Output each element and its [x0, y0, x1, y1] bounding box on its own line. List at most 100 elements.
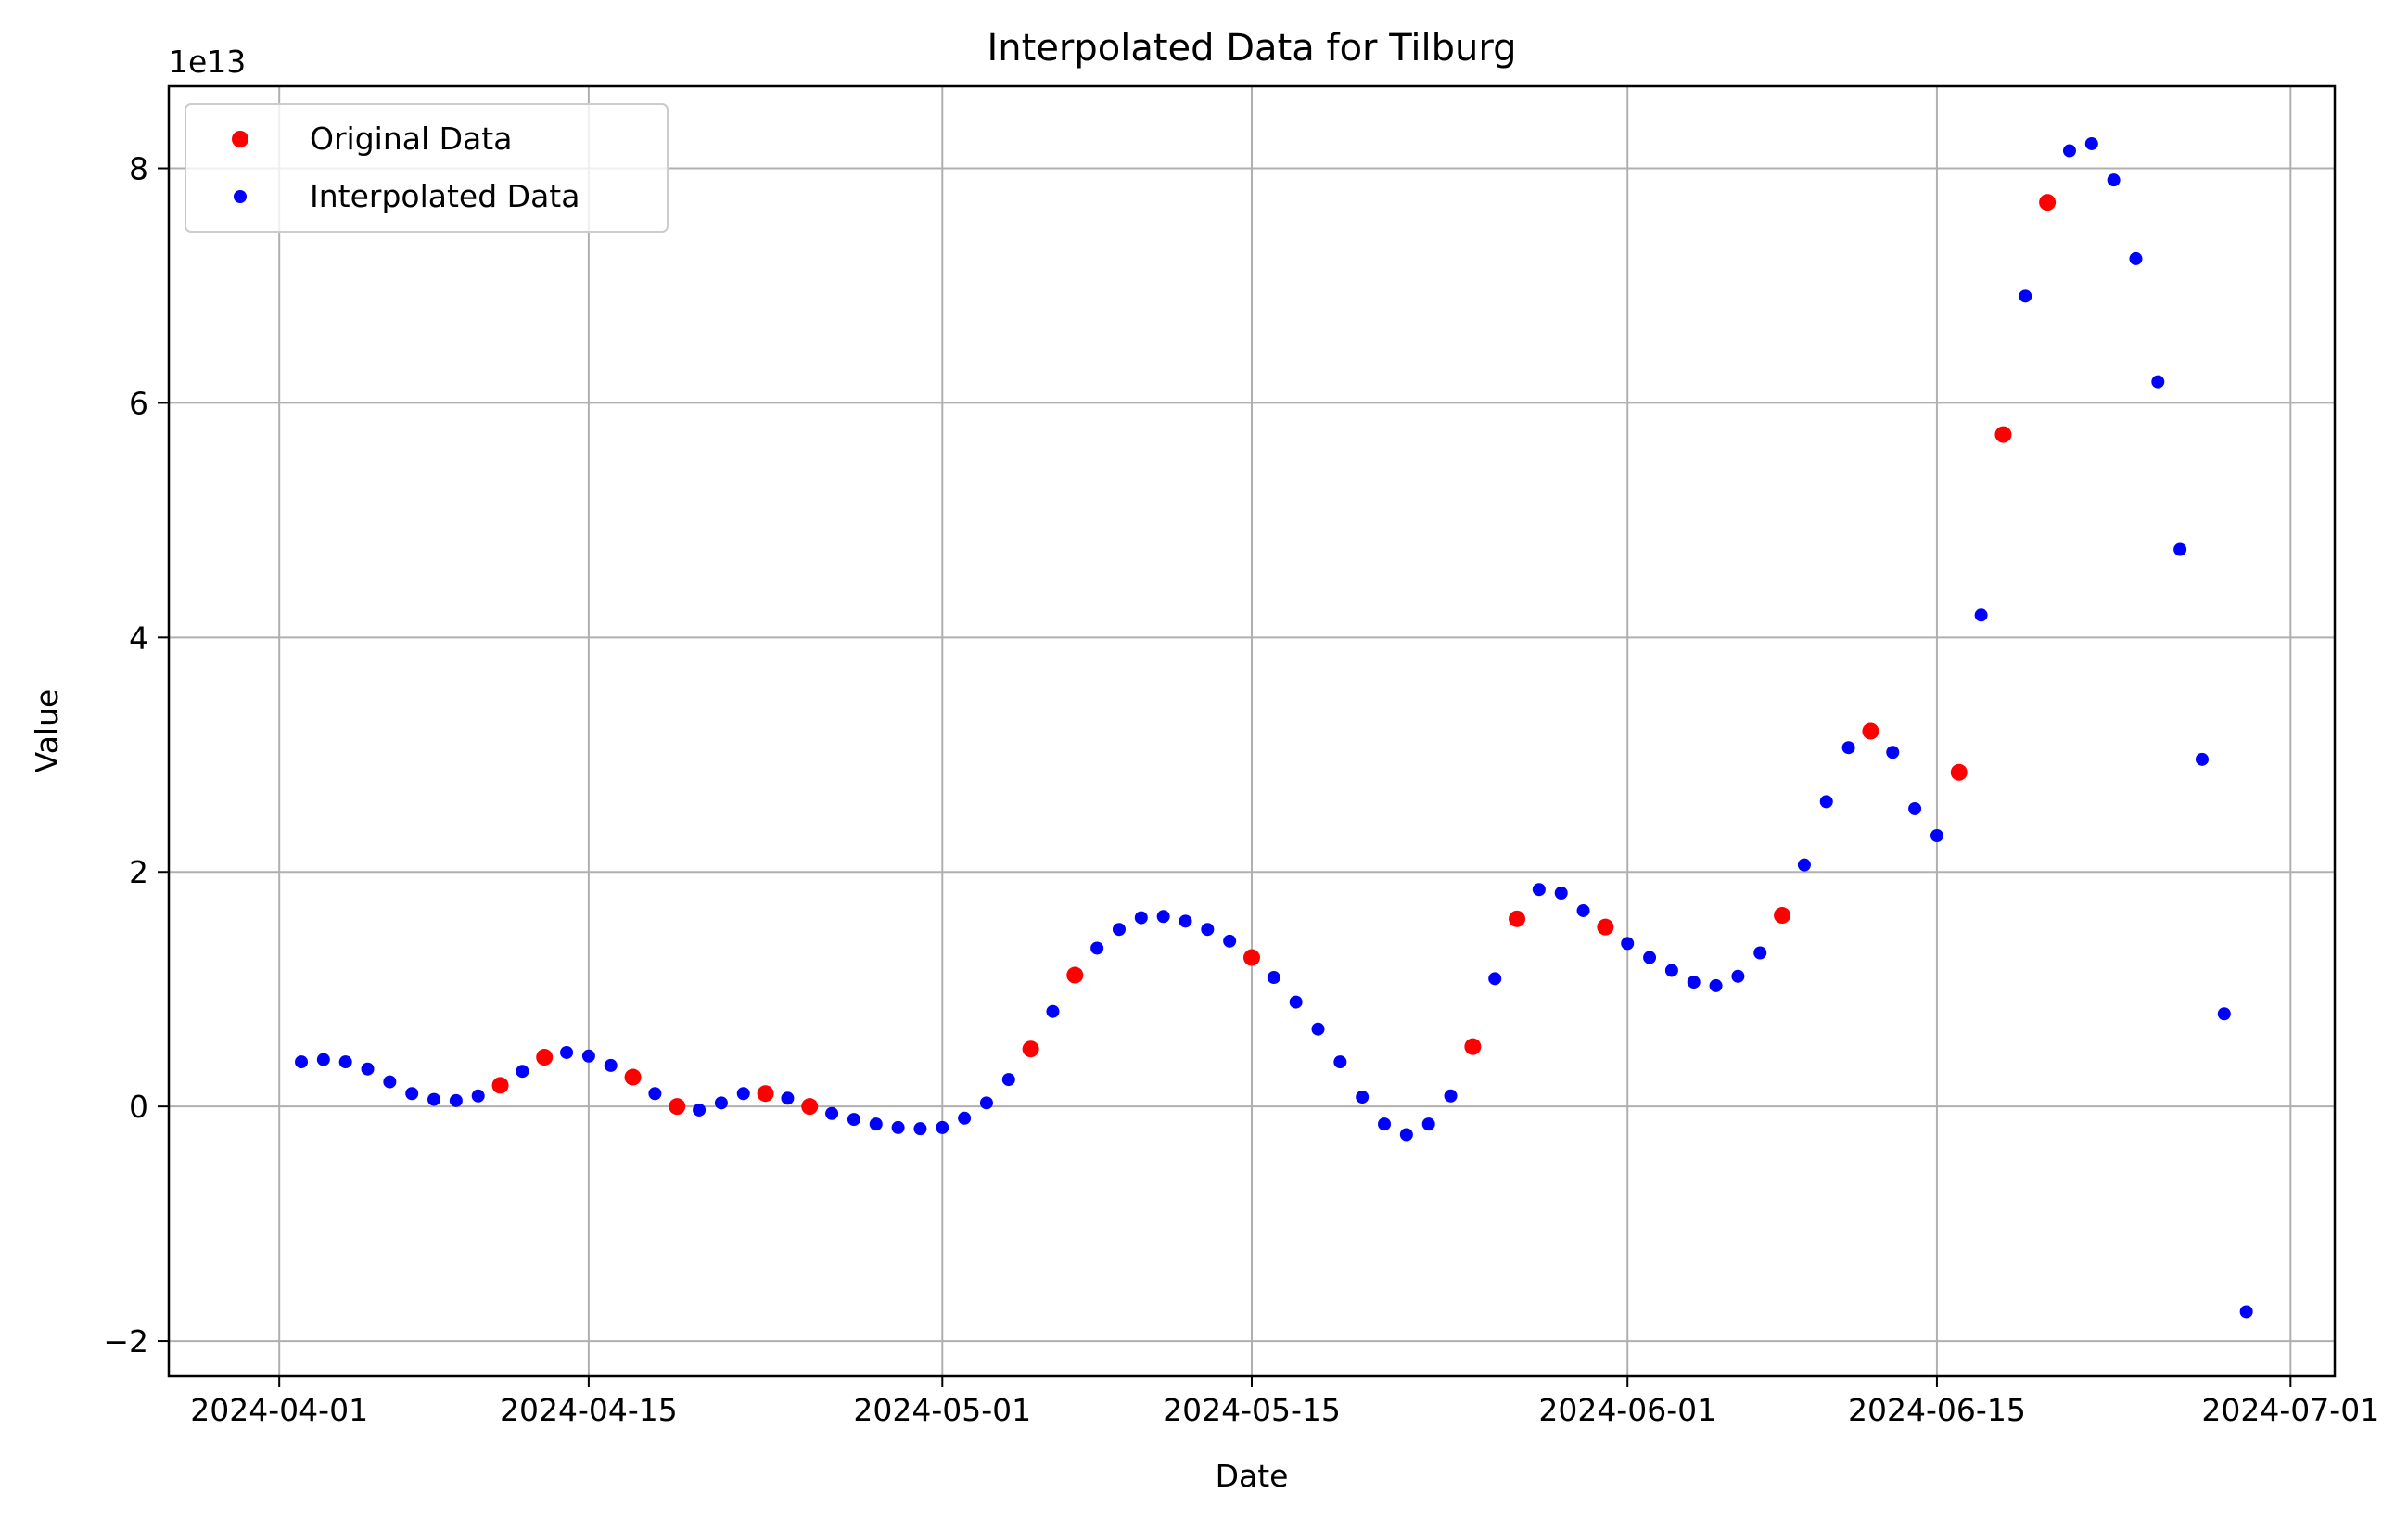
interpolated-data-point: [1311, 1022, 1325, 1036]
interpolated-data-point: [361, 1062, 375, 1076]
interpolated-data-point: [1554, 887, 1568, 900]
interpolated-data-point: [405, 1087, 419, 1101]
original-data-point: [1774, 907, 1791, 925]
y-axis-label: Value: [29, 689, 65, 773]
interpolated-data-point: [427, 1092, 441, 1106]
legend-marker-interpolated: [234, 190, 247, 203]
interpolated-data-point: [1134, 911, 1148, 925]
interpolated-data-point: [1001, 1073, 1015, 1087]
x-tick-label: 2024-04-01: [190, 1392, 368, 1428]
interpolated-data-point: [1576, 903, 1590, 917]
interpolated-data-point: [1709, 978, 1723, 992]
interpolated-data-point: [1687, 976, 1701, 989]
interpolated-data-point: [891, 1120, 905, 1134]
original-data-point: [1243, 949, 1260, 966]
x-tick-label: 2024-05-01: [853, 1392, 1031, 1428]
interpolated-data-point: [2195, 752, 2209, 766]
interpolated-data-point: [1444, 1089, 1458, 1103]
interpolated-data-point: [1643, 951, 1657, 964]
interpolated-data-point: [2107, 173, 2121, 187]
interpolated-data-point: [560, 1045, 574, 1059]
interpolated-data-point: [1532, 883, 1546, 897]
interpolated-data-point: [825, 1106, 839, 1120]
interpolated-data-point: [979, 1096, 993, 1110]
x-axis-ticks: 2024-04-01 2024-04-15 2024-05-01 2024-05-15…: [190, 1376, 2379, 1428]
x-axis-label: Date: [1216, 1458, 1289, 1494]
y-tick-label: 8: [129, 151, 148, 187]
y-tick-label: −2: [103, 1323, 148, 1359]
interpolated-data-point: [1488, 972, 1502, 986]
interpolated-data-point: [449, 1093, 463, 1107]
original-data-point: [757, 1085, 774, 1103]
interpolated-data-point: [2151, 375, 2165, 389]
legend-marker-original: [232, 131, 248, 147]
original-data-point: [1066, 966, 1084, 984]
interpolated-data-point: [1731, 969, 1745, 983]
interpolated-data-point: [936, 1120, 949, 1134]
interpolated-data-point: [714, 1096, 728, 1110]
interpolated-data-point: [383, 1075, 397, 1089]
interpolated-data-point: [1841, 741, 1855, 755]
interpolated-data-point: [1289, 995, 1303, 1009]
legend: Original Data Interpolated Data: [185, 103, 669, 233]
y-tick-label: 4: [129, 619, 148, 656]
interpolated-data-point: [847, 1113, 860, 1127]
x-tick-label: 2024-06-01: [1538, 1392, 1716, 1428]
y-tick-label: 2: [129, 854, 148, 890]
interpolated-data-point: [913, 1122, 927, 1136]
interpolated-data-point: [1797, 858, 1811, 872]
y-tick-label: 0: [129, 1089, 148, 1125]
interpolated-data-point: [2019, 289, 2032, 303]
interpolated-data-point: [1112, 923, 1126, 937]
chart-title: Interpolated Data for Tilburg: [987, 27, 1516, 70]
interpolated-data-point: [736, 1087, 750, 1101]
grid-lines: [169, 86, 2335, 1376]
y-axis-ticks: −2 0 2 4 6 8: [103, 151, 169, 1359]
interpolated-data-point: [1886, 746, 1900, 760]
interpolated-data-point: [1223, 934, 1237, 948]
interpolated-data-point: [1930, 829, 1943, 843]
original-data-point: [491, 1077, 509, 1094]
interpolated-data-point: [295, 1055, 309, 1069]
x-tick-label: 2024-07-01: [2201, 1392, 2379, 1428]
interpolated-data-point: [1399, 1128, 1413, 1142]
interpolated-data-point: [1974, 608, 1988, 622]
interpolated-data-point: [316, 1053, 330, 1066]
original-data-point: [1862, 722, 1879, 740]
interpolated-data-point: [2217, 1007, 2231, 1021]
original-data-point: [1597, 918, 1614, 936]
x-tick-label: 2024-04-15: [500, 1392, 678, 1428]
interpolated-data-point: [1621, 937, 1635, 951]
interpolated-data-point: [516, 1065, 529, 1079]
interpolated-data-point: [648, 1087, 662, 1101]
interpolated-data-point: [2173, 542, 2187, 556]
interpolated-data-point: [1179, 914, 1192, 928]
y-tick-label: 6: [129, 385, 148, 421]
original-data-point: [1994, 426, 2012, 443]
x-tick-label: 2024-06-15: [1848, 1392, 2026, 1428]
original-data-series: [491, 194, 2057, 1116]
original-data-point: [1950, 763, 1968, 781]
interpolated-data-series: [295, 136, 2253, 1319]
interpolated-data-point: [471, 1089, 485, 1103]
interpolated-data-point: [1908, 801, 1922, 815]
interpolated-data-point: [1819, 795, 1833, 809]
interpolated-data-point: [958, 1111, 972, 1125]
interpolated-data-point: [1156, 910, 1170, 924]
interpolated-data-point: [1090, 941, 1104, 955]
interpolated-data-point: [1753, 946, 1767, 960]
original-data-point: [801, 1098, 819, 1116]
original-data-point: [1509, 910, 1526, 927]
y-offset-label: 1e13: [169, 44, 246, 80]
interpolated-data-point: [2084, 136, 2098, 150]
interpolated-data-point: [869, 1117, 883, 1131]
interpolated-data-point: [1046, 1004, 1060, 1018]
interpolated-data-point: [1201, 923, 1215, 937]
original-data-point: [2039, 194, 2057, 211]
interpolated-data-point: [1333, 1055, 1347, 1069]
legend-label-interpolated: Interpolated Data: [310, 178, 580, 214]
interpolated-data-point: [1267, 971, 1280, 985]
interpolated-data-point: [781, 1091, 795, 1105]
